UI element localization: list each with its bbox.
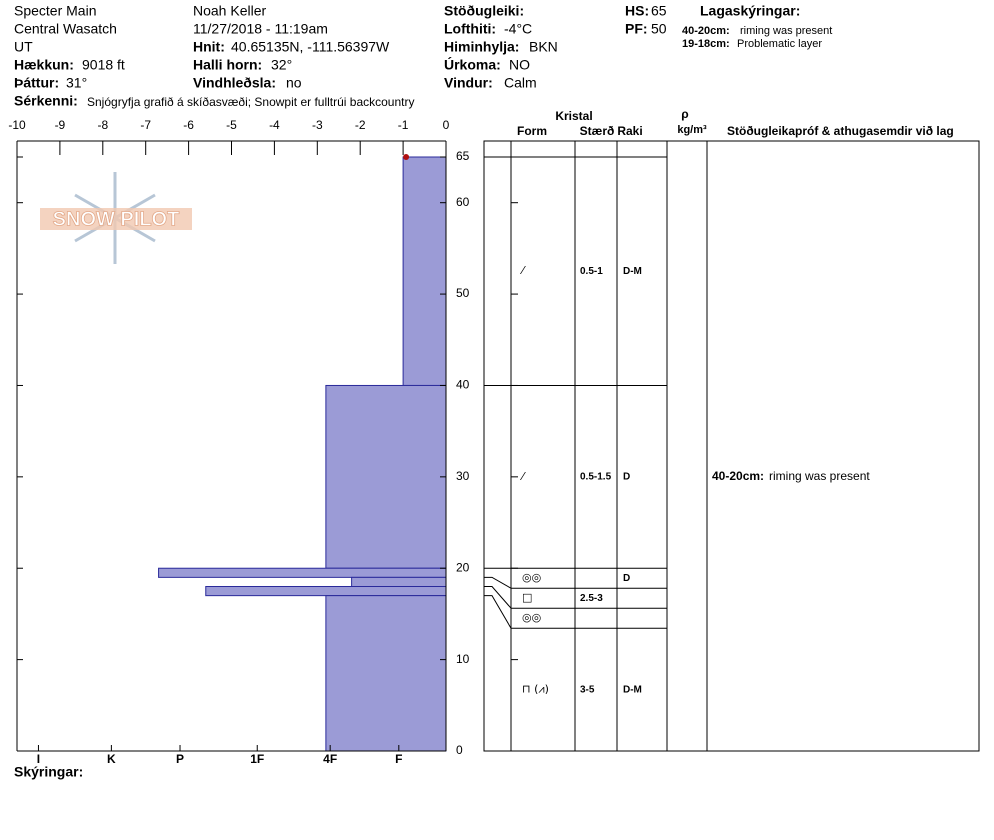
grain-form: ⁄ bbox=[519, 470, 526, 483]
field-label: HS: bbox=[625, 3, 649, 19]
table-frame bbox=[483, 140, 980, 752]
hardness-bar bbox=[158, 567, 447, 578]
notes-title: Lagaskýringar: bbox=[700, 3, 800, 19]
table-header: Form bbox=[517, 124, 547, 138]
x-tick-label: -6 bbox=[183, 118, 194, 132]
field-label: Lofthiti: bbox=[444, 21, 496, 37]
field-label: Stöðugleiki: bbox=[444, 3, 524, 19]
grain-size: 0.5-1.5 bbox=[580, 471, 612, 482]
note-range: 19-18cm: bbox=[682, 38, 730, 50]
moisture: D-M bbox=[623, 684, 642, 695]
x-tick-label: -4 bbox=[269, 118, 280, 132]
observer: Noah Keller bbox=[193, 3, 266, 19]
location: Central Wasatch bbox=[14, 21, 117, 37]
note-range: 40-20cm: bbox=[682, 25, 730, 37]
y-tick-label: 50 bbox=[456, 286, 470, 300]
x-tick-label: -7 bbox=[140, 118, 151, 132]
hardness-bar bbox=[402, 156, 447, 386]
comment-range: 40-20cm: bbox=[712, 469, 764, 483]
field-value: 31° bbox=[66, 75, 87, 91]
field-label: Þáttur: bbox=[14, 75, 59, 91]
x-tick-label: -8 bbox=[97, 118, 108, 132]
grain-form: ⊓ (⩘) bbox=[522, 683, 549, 696]
surface-marker bbox=[403, 154, 410, 160]
grain-size: 2.5-3 bbox=[580, 593, 603, 604]
hardness-bar bbox=[325, 595, 447, 752]
x-tick-label: -1 bbox=[398, 118, 409, 132]
field-value: BKN bbox=[529, 39, 558, 55]
y-tick-label: 65 bbox=[456, 149, 470, 163]
field-value: Snjógryfja grafið á skíðasvæði; Snowpit … bbox=[87, 95, 415, 109]
field-value: no bbox=[286, 75, 302, 91]
field-label: Hnit: bbox=[193, 39, 225, 55]
hardness-bar bbox=[205, 586, 447, 597]
table-header: kg/m³ bbox=[677, 124, 707, 136]
hardness-bar bbox=[325, 384, 447, 569]
hardness-label: F bbox=[395, 752, 402, 766]
grain-size: 0.5-1 bbox=[580, 266, 603, 277]
location: Specter Main bbox=[14, 3, 96, 19]
field-value: NO bbox=[509, 57, 530, 73]
x-tick-label: -9 bbox=[55, 118, 66, 132]
hardness-label: 1F bbox=[250, 752, 264, 766]
field-label: Úrkoma: bbox=[444, 56, 501, 73]
note-text: Problematic layer bbox=[737, 38, 822, 50]
hardness-bar bbox=[351, 576, 447, 588]
y-tick-label: 30 bbox=[456, 469, 470, 483]
row-link bbox=[484, 595, 512, 629]
hardness-label: K bbox=[107, 752, 116, 766]
x-tick-label: -5 bbox=[226, 118, 237, 132]
logo-text: SNOW PILOT bbox=[53, 208, 180, 230]
field-label: Sérkenni: bbox=[14, 93, 78, 109]
moisture: D bbox=[623, 471, 630, 482]
field-value: 9018 ft bbox=[82, 57, 125, 73]
field-label: Hækkun: bbox=[14, 57, 74, 73]
field-value: 32° bbox=[271, 57, 292, 73]
table-header: Stærð bbox=[580, 124, 615, 138]
x-tick-label: -2 bbox=[355, 118, 366, 132]
grain-form: ◎◎ bbox=[522, 571, 541, 584]
hardness-label: P bbox=[176, 752, 184, 766]
field-label: Halli horn: bbox=[193, 57, 262, 73]
x-tick-label: -10 bbox=[8, 118, 26, 132]
x-tick-label: 0 bbox=[443, 118, 450, 132]
hardness-label: I bbox=[37, 752, 40, 766]
field-value: 65 bbox=[651, 3, 667, 19]
moisture: D bbox=[623, 573, 630, 584]
y-tick-label: 0 bbox=[456, 743, 463, 757]
field-value: 50 bbox=[651, 21, 667, 37]
grain-form: □ bbox=[522, 591, 532, 604]
grain-form: ⁄ bbox=[519, 264, 526, 277]
field-label: PF: bbox=[625, 21, 648, 37]
logo-band bbox=[40, 208, 192, 230]
x-tick-label: -3 bbox=[312, 118, 323, 132]
field-value: Calm bbox=[504, 75, 537, 91]
row-link bbox=[484, 576, 512, 589]
table-header: Raki bbox=[617, 124, 642, 138]
grain-form: ◎◎ bbox=[522, 611, 541, 624]
grain-size: 3-5 bbox=[580, 684, 595, 695]
moisture: D-M bbox=[623, 266, 642, 277]
y-tick-label: 40 bbox=[456, 378, 470, 392]
footer: Skýringar: bbox=[14, 764, 83, 780]
datetime: 11/27/2018 - 11:19am bbox=[193, 21, 328, 37]
table-header: Kristal bbox=[555, 109, 592, 123]
table-header: Stöðugleikapróf & athugasemdir við lag bbox=[727, 124, 954, 138]
note-text: riming was present bbox=[740, 25, 832, 37]
field-value: -4°C bbox=[504, 21, 532, 37]
row-link bbox=[484, 586, 512, 609]
field-label: Vindhleðsla: bbox=[193, 75, 276, 91]
y-tick-label: 20 bbox=[456, 560, 470, 574]
field-value: 40.65135N, -111.56397W bbox=[231, 39, 390, 55]
field-label: Himinhylja: bbox=[444, 39, 519, 55]
hardness-label: 4F bbox=[323, 752, 337, 766]
field-label: Vindur: bbox=[444, 75, 493, 91]
y-tick-label: 60 bbox=[456, 195, 470, 209]
location: UT bbox=[14, 39, 33, 55]
table-header: ρ bbox=[681, 107, 688, 121]
y-tick-label: 10 bbox=[456, 652, 470, 666]
comment-text: riming was present bbox=[769, 469, 870, 483]
